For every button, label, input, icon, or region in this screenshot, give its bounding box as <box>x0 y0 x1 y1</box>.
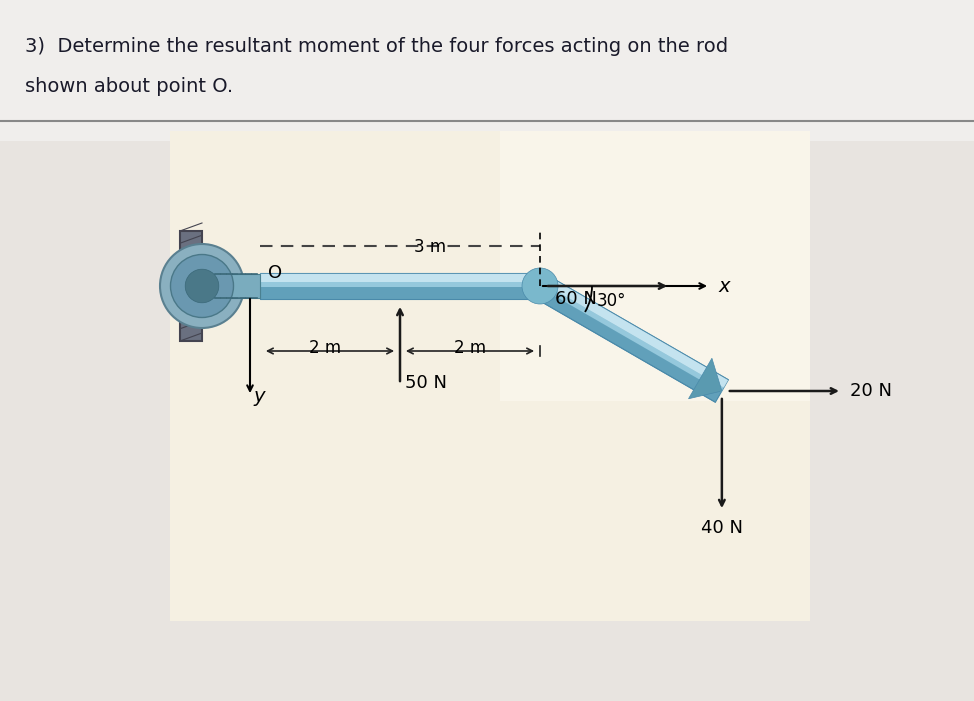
Text: 3)  Determine the resultant moment of the four forces acting on the rod: 3) Determine the resultant moment of the… <box>25 36 729 55</box>
Polygon shape <box>500 131 810 401</box>
Text: shown about point O.: shown about point O. <box>25 76 233 95</box>
Circle shape <box>522 268 558 304</box>
Text: 30°: 30° <box>597 292 626 310</box>
Polygon shape <box>260 287 540 299</box>
Text: 50 N: 50 N <box>405 374 447 392</box>
Polygon shape <box>542 275 729 388</box>
Circle shape <box>185 269 219 303</box>
Polygon shape <box>689 358 722 399</box>
Text: y: y <box>253 387 265 406</box>
Polygon shape <box>260 282 540 287</box>
Polygon shape <box>540 283 724 392</box>
Polygon shape <box>260 273 540 299</box>
Bar <box>214 274 260 298</box>
Circle shape <box>160 244 244 328</box>
Circle shape <box>170 254 234 318</box>
Text: 2 m: 2 m <box>309 339 341 357</box>
Polygon shape <box>534 287 721 402</box>
Text: 3 m: 3 m <box>414 238 446 256</box>
Text: 60 N: 60 N <box>555 290 597 308</box>
Text: 20 N: 20 N <box>850 382 892 400</box>
Text: 2 m: 2 m <box>454 339 486 357</box>
Bar <box>180 231 202 341</box>
Text: x: x <box>718 276 730 296</box>
Polygon shape <box>534 275 729 402</box>
Text: O: O <box>268 264 282 282</box>
Text: 40 N: 40 N <box>701 519 743 537</box>
Bar <box>170 131 810 621</box>
Bar <box>0 0 974 141</box>
Polygon shape <box>260 273 540 282</box>
